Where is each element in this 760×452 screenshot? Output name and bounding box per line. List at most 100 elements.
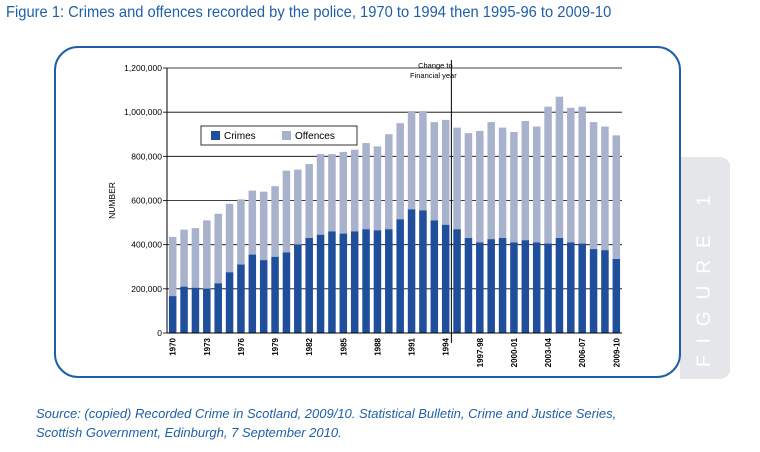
offences-bar — [203, 220, 211, 289]
crimes-bar — [316, 234, 325, 333]
legend-swatch-offences — [282, 131, 291, 140]
offences-bar — [339, 151, 348, 234]
offences-bar — [396, 123, 404, 220]
annotation-line-2: Financial year — [410, 71, 457, 80]
offences-bar — [282, 170, 291, 253]
y-tick-label: 400,000 — [131, 240, 162, 250]
offences-bar — [567, 107, 575, 243]
x-tick-label: 1985 — [339, 337, 348, 355]
offences-bar — [510, 132, 518, 243]
offences-bar — [328, 154, 336, 232]
crimes-bar — [532, 242, 541, 333]
crimes-bar — [487, 239, 495, 333]
offences-bar — [294, 169, 302, 245]
y-tick-label: 0 — [157, 328, 162, 338]
x-tick-label: 1988 — [373, 337, 382, 355]
offences-bar — [612, 135, 621, 260]
crimes-bar — [555, 238, 564, 333]
y-tick-label: 1,200,000 — [124, 63, 162, 73]
crimes-bar — [521, 240, 530, 333]
crimes-bar — [168, 296, 177, 333]
legend-label-offences: Offences — [295, 131, 335, 142]
figure-title: Figure 1: Crimes and offences recorded b… — [6, 4, 612, 21]
crimes-bar — [419, 210, 427, 333]
offences-bar — [362, 143, 370, 230]
crimes-bar — [578, 243, 586, 333]
legend-swatch-crimes — [211, 131, 220, 140]
crimes-bar — [191, 287, 200, 333]
crimes-bar — [180, 286, 188, 333]
crimes-bar — [476, 242, 484, 333]
offences-bar — [168, 236, 177, 297]
offences-bar — [316, 154, 325, 235]
source-line-1: Source: (copied) Recorded Crime in Scotl… — [36, 406, 617, 421]
crimes-bar — [271, 256, 279, 333]
offences-bar — [532, 126, 541, 243]
offences-bar — [441, 119, 450, 225]
crimes-bar — [430, 220, 439, 333]
crimes-bar — [396, 219, 404, 333]
offences-bar — [385, 134, 393, 230]
y-tick-label: 800,000 — [131, 151, 162, 161]
offences-bar — [407, 111, 416, 210]
x-tick-label: 1970 — [169, 337, 178, 355]
crimes-bar — [373, 230, 382, 333]
offences-bar — [464, 133, 473, 239]
offences-bar — [544, 106, 552, 244]
crimes-bar — [544, 243, 552, 333]
crimes-bar — [259, 260, 268, 333]
offences-bar — [180, 229, 188, 287]
offences-bar — [373, 146, 382, 231]
crimes-bar — [305, 238, 313, 333]
offences-bar — [214, 213, 222, 284]
x-tick-label: 1979 — [271, 337, 280, 355]
offences-bar — [237, 199, 245, 265]
crimes-bar — [567, 242, 575, 333]
crimes-bar — [510, 242, 518, 333]
crimes-bar — [362, 229, 370, 333]
crimes-bar — [407, 209, 416, 333]
crimes-bar — [294, 244, 302, 333]
legend-label-crimes: Crimes — [224, 131, 256, 142]
y-tick-label: 600,000 — [131, 196, 162, 206]
y-tick-label: 1,000,000 — [124, 107, 162, 117]
offences-bar — [555, 96, 564, 239]
offences-bar — [305, 164, 313, 239]
y-tick-label: 200,000 — [131, 284, 162, 294]
offences-bar — [498, 127, 507, 239]
offences-bar — [601, 126, 609, 251]
x-tick-label: 2006-07 — [578, 337, 587, 367]
offences-bar — [191, 228, 200, 288]
crimes-bar — [248, 254, 257, 333]
crimes-bar — [350, 231, 359, 333]
source-note: Source: (copied) Recorded Crime in Scotl… — [36, 404, 736, 442]
crimes-bar — [237, 264, 245, 333]
x-tick-label: 2000-01 — [510, 337, 519, 367]
offences-bar — [453, 127, 461, 230]
legend-box — [200, 125, 358, 146]
crimes-bar — [225, 272, 234, 333]
x-tick-label: 2003-04 — [544, 337, 553, 367]
x-tick-label: 1994 — [442, 337, 451, 355]
source-line-2: Scottish Government, Edinburgh, 7 Septem… — [36, 425, 342, 440]
offences-bar — [271, 186, 279, 257]
y-axis-label: NUMBER — [107, 182, 117, 219]
offences-bar — [350, 149, 359, 232]
x-tick-label: 2009-10 — [612, 337, 621, 367]
offences-bar — [248, 190, 257, 255]
offences-bar — [259, 191, 268, 261]
offences-bar — [225, 203, 234, 273]
crimes-bar — [328, 231, 336, 333]
crimes-bar — [441, 224, 450, 333]
offences-bar — [430, 122, 439, 221]
crimes-bar — [214, 283, 222, 333]
crimes-bar — [589, 249, 598, 333]
x-tick-label: 1982 — [305, 337, 314, 355]
offences-bar — [487, 122, 495, 240]
crimes-bar — [453, 229, 461, 333]
x-tick-label: 1997-98 — [476, 337, 485, 367]
figure-side-tab — [680, 157, 730, 379]
offences-bar — [589, 122, 598, 250]
crimes-bar — [203, 288, 211, 333]
